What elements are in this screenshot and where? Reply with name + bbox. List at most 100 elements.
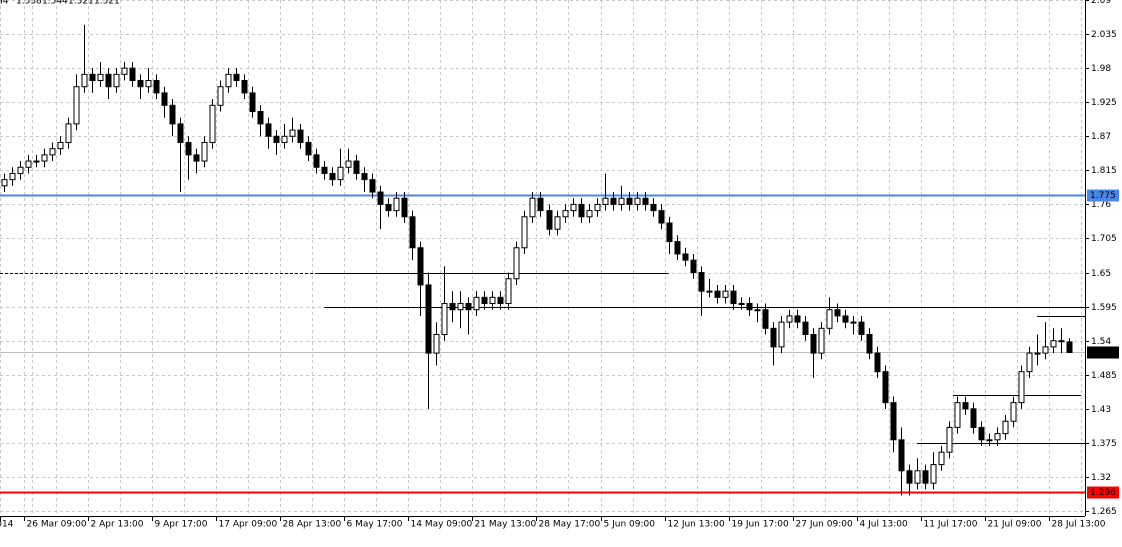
header-open: 1.538 [16,0,42,7]
candle-body [1018,371,1025,404]
y-tick-label: 1.76 [1091,200,1111,210]
candle-body [546,210,553,230]
period: H4 [0,0,9,7]
candle-body [842,315,849,323]
candle-body [754,309,761,312]
candle-body [473,296,480,311]
y-tick-label: 2.035 [1091,30,1117,40]
candle-body [521,216,528,249]
candle-body [786,315,793,323]
plot [0,24,1085,496]
price-label: 1.521 [1090,348,1116,358]
candle-body [401,197,408,218]
x-tick-label: 21 May 13:00 [475,520,537,530]
x-tick-label: 28 May 17:00 [539,520,601,530]
candle-body [161,92,168,106]
candle-body [73,86,80,125]
candle-body [81,73,88,88]
candle-body [586,210,593,218]
candle-body [994,433,1001,441]
x-tick-label: 27 Jun 09:00 [796,520,853,530]
candle-body [169,104,176,125]
candle-body [457,303,464,311]
axes: 1.265 1.32 1.375 1.43 1.485 1.54 1.595 1.65 1.70… [0,0,1119,530]
candle-body [113,73,120,88]
candle-body [626,197,633,205]
candle-body [329,172,336,181]
x-tick-label: 11 Jul 17:00 [924,520,978,530]
grid [0,0,1085,516]
candle-body [201,141,208,162]
candle-body [562,210,569,218]
header-low: 1.521 [68,0,94,7]
candle-body [834,309,841,317]
candle-body [1058,340,1065,343]
candle-body [33,160,40,163]
candle-body [393,197,400,212]
y-tick-label: 1.815 [1091,166,1117,176]
y-tick-label: 1.65 [1091,269,1111,279]
candle-body [353,160,360,174]
candle-body [9,172,16,181]
candle-body [746,303,753,311]
y-tick-label: 1.87 [1091,132,1111,142]
y-tick-label: 1.705 [1091,234,1117,244]
candle-body [610,197,617,205]
x-tick-label: 28 Apr 13:00 [283,520,342,530]
candle-body [866,334,873,354]
x-tick-label: 2014 [0,520,14,530]
candle-body [497,296,504,305]
x-tick-label: 12 Jun 13:00 [668,520,725,530]
x-tick-label: 19 Jun 17:00 [732,520,789,530]
candle-body [738,303,745,306]
candle-body [505,278,512,305]
y-tick-label: 1.595 [1091,303,1117,313]
candle-body [489,296,496,305]
candle-body [578,203,585,218]
candle-body [818,327,825,354]
candle-body [121,67,128,75]
y-tick-label: 1.375 [1091,439,1117,449]
x-tick-label: 2 Apr 13:00 [91,520,144,530]
candle-body [57,141,64,150]
x-tick-label: 26 Mar 09:00 [27,520,87,530]
candle-body [602,197,609,205]
candle-body [129,67,136,82]
candle-body [425,284,432,354]
candle-body [105,73,112,88]
candle-body [449,303,456,311]
candle-body [217,86,224,106]
candle-body [730,290,737,305]
x-tick-label: 17 Apr 09:00 [219,520,278,530]
y-tick-label: 1.485 [1091,371,1117,381]
candle-body [682,253,689,261]
candle-body [634,197,641,205]
candle-body [1042,346,1049,354]
candle-body [970,408,977,428]
candle-body [794,315,801,323]
candle-body [826,309,833,329]
candle-body [594,203,601,212]
price-label-box [1087,346,1119,359]
candle-body [882,371,889,404]
candle-body [778,321,785,348]
candle-body [762,309,769,329]
price-label-box [1087,189,1119,202]
candle-body [570,203,577,212]
price-label-box [1087,486,1119,499]
candle-body [922,470,929,484]
candle-body [233,73,240,82]
candle-body [25,160,32,168]
candle-body [441,303,448,336]
candle-body [954,402,961,428]
candle-body [481,296,488,305]
y-tick-label: 1.54 [1091,337,1111,347]
candle-body [674,241,681,255]
candle-body [874,352,881,373]
price-label: 1.296 [1090,488,1116,498]
candle-body [930,464,937,484]
candle-body [145,80,152,88]
candle-body [1,179,8,187]
